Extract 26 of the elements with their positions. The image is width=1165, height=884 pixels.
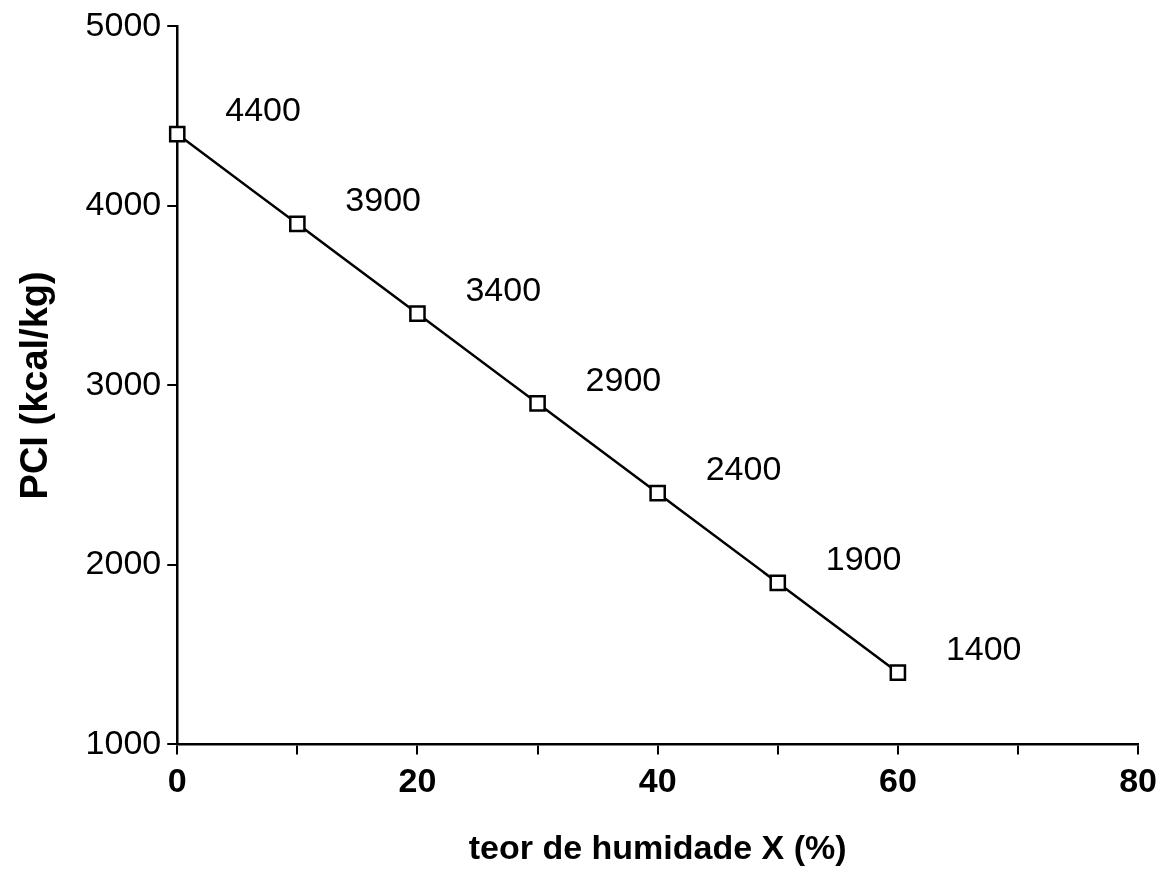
point [529,395,546,412]
x-tick-label: 0 [167,761,187,800]
point [649,484,666,502]
x-tick-label: 20 [398,761,437,800]
point [889,664,907,681]
x-tick-label: 60 [878,761,917,800]
y-tick-label: 1000 [85,722,162,761]
y-tick-label: 2000 [85,543,162,582]
x-tick-label: 80 [1119,761,1157,800]
y-tick-label: 5000 [85,4,162,43]
point [769,574,787,592]
data-label: 3900 [345,180,421,219]
x-tick-label: 40 [638,761,677,800]
data-label: 4400 [225,90,301,129]
data-label: 2900 [585,359,662,398]
y-axis-title: PCI (kcal/kg) [13,271,56,500]
point [409,305,426,322]
point [168,125,186,143]
data-label: 3400 [465,269,542,308]
x-axis-title: teor de humidade X (%) [468,827,847,866]
y-tick-label: 4000 [85,184,162,223]
data-label: 1900 [825,539,902,578]
data-label: 1400 [945,628,1022,667]
y-tick-label: 3000 [85,363,162,402]
point [289,215,306,233]
data-label: 2400 [705,449,782,488]
